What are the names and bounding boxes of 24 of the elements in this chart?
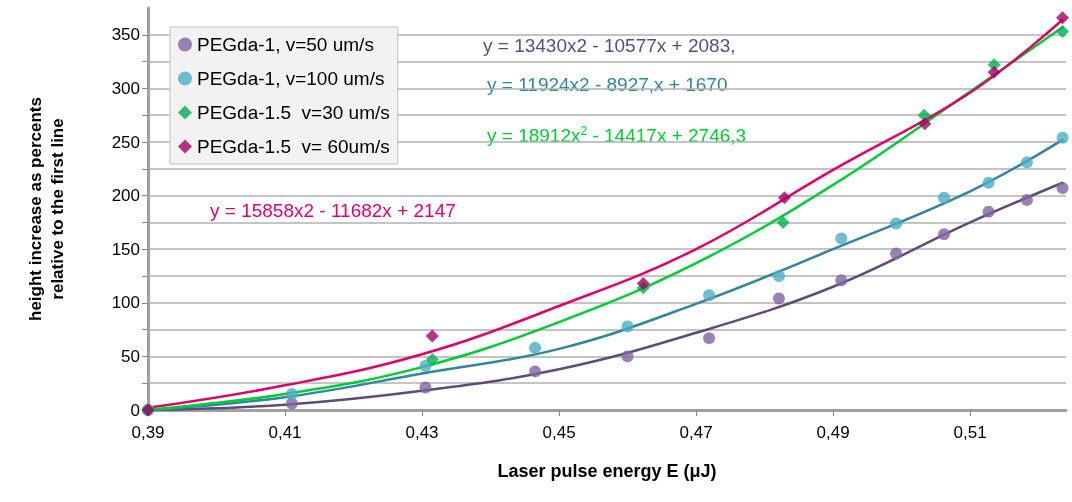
legend-label: PEGda-1, v=100 um/s (197, 68, 385, 89)
y-tick-label: 350 (111, 25, 140, 45)
annotation: y = 11924x2 - 8927,x + 1670 (487, 74, 728, 95)
x-axis-title: Laser pulse energy E (μJ) (497, 461, 717, 481)
y-axis-title: height increase as percents relative to the first line (25, 97, 67, 321)
y-tick-label: 150 (111, 239, 140, 259)
y-tick-label: 0 (130, 400, 140, 420)
annotation: y = 13430x2 - 10577x + 2083, (483, 35, 736, 56)
x-tick-label: 0,41 (268, 423, 302, 442)
y-tick-label: 50 (121, 346, 140, 366)
legend-label: PEGda-1.5 v=30 um/s (197, 102, 390, 123)
legend-label: PEGda-1, v=50 um/s (197, 34, 374, 55)
x-tick-label: 0,51 (953, 423, 987, 442)
x-tick-label: 0,47 (679, 423, 713, 442)
y-tick-label: 100 (111, 293, 140, 313)
x-tick-label: 0,39 (131, 423, 165, 442)
y-tick-label: 250 (111, 132, 140, 152)
y-tick-label: 300 (111, 78, 140, 98)
annotation: y = 15858x2 - 11682x + 2147 (210, 200, 456, 221)
x-tick-label: 0,45 (542, 423, 576, 442)
x-tick-label: 0,43 (405, 423, 439, 442)
x-tick-label: 0,49 (816, 423, 850, 442)
legend-label: PEGda-1.5 v= 60um/s (197, 136, 390, 157)
y-tick-label: 200 (111, 186, 140, 206)
